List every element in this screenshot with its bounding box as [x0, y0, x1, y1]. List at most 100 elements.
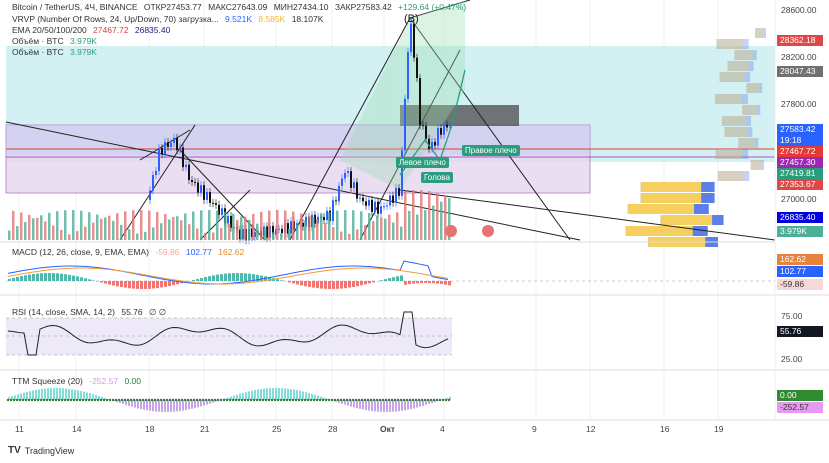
tradingview-footer[interactable]: TV TradingView: [8, 445, 74, 456]
vrvp-legend[interactable]: VRVP (Number Of Rows, 24, Up/Down, 70) з…: [12, 14, 323, 24]
candle-body: [218, 204, 220, 215]
volume-legend[interactable]: Объём · BTC 3.979K: [12, 36, 97, 46]
volume-bar: [164, 214, 167, 240]
macd-histogram-bar: [132, 281, 135, 289]
volume-bar: [44, 221, 47, 240]
price-tag: 27353.67: [777, 179, 823, 190]
macd-histogram-bar: [372, 281, 375, 283]
macd-histogram-bar: [160, 281, 163, 288]
ttm-histogram-bar: [353, 400, 355, 408]
ttm-histogram-bar: [368, 400, 370, 411]
rsi-pane: [7, 311, 449, 356]
candle-body: [431, 141, 433, 149]
volume-profile-up: [738, 138, 759, 148]
pattern-area: [340, 0, 465, 190]
volume-bar: [80, 210, 83, 240]
symbol-legend[interactable]: Bitcoin / TetherUS, 4Ч, BINANCE ОТКР2745…: [12, 2, 466, 12]
candle-body: [353, 182, 355, 188]
flag-icon[interactable]: [445, 225, 457, 237]
volume-bar: [428, 191, 431, 240]
candle-body: [356, 182, 358, 199]
ttm-histogram-bar: [323, 397, 325, 400]
ttm-histogram-bar: [185, 400, 187, 411]
volume-profile-down: [627, 204, 695, 214]
ttm-squeeze-dot: [408, 398, 412, 402]
macd-histogram-bar: [64, 274, 67, 281]
macd-histogram-bar: [68, 274, 71, 281]
macd-histogram-bar: [328, 281, 331, 289]
ema-legend[interactable]: EMA 20/50/100/200 27467.72 26835.40: [12, 25, 170, 35]
ttm-pane: [6, 388, 451, 412]
ttm-squeeze-dot: [102, 398, 106, 402]
signal-line: [7, 267, 449, 285]
volume-bar: [16, 226, 19, 240]
ttm-histogram-bar: [317, 395, 319, 400]
ttm-histogram-bar: [143, 400, 145, 410]
macd-histogram-bar: [300, 281, 303, 286]
ttm-histogram-bar: [116, 400, 118, 403]
macd-histogram-bar: [164, 281, 167, 287]
ttm-histogram-bar: [89, 393, 91, 400]
ttm-histogram-bar: [146, 400, 148, 411]
ttm-histogram-bar: [227, 397, 229, 400]
price-tag: 27419.81: [777, 168, 823, 179]
ttm-squeeze-dot: [318, 398, 322, 402]
price-label: 27800.00: [781, 99, 817, 109]
ttm-squeeze-dot: [309, 398, 313, 402]
volume-bar: [112, 220, 115, 240]
ttm-histogram-bar: [344, 400, 346, 405]
macd-histogram-bar: [324, 281, 327, 289]
ttm-histogram-bar: [386, 400, 388, 412]
ttm-histogram-bar: [266, 388, 268, 400]
volume-profile-down: [750, 160, 762, 170]
macd-legend[interactable]: MACD (12, 26, close, 9, EMA, EMA) -59.86…: [12, 247, 244, 257]
macd-histogram-bar: [340, 281, 343, 289]
macd-histogram-bar: [348, 281, 351, 288]
symbol-title: Bitcoin / TetherUS, 4Ч, BINANCE: [12, 2, 138, 12]
volume-bar: [92, 222, 95, 240]
volume-profile-down: [738, 138, 755, 148]
macd-pane: [7, 260, 451, 289]
volume-bar: [296, 224, 299, 240]
ttm-histogram-bar: [314, 394, 316, 400]
ttm-squeeze-dot: [441, 398, 445, 402]
trend-lines[interactable]: [5, 0, 776, 241]
volume-bar: [160, 223, 163, 240]
ttm-squeeze-dot: [363, 398, 367, 402]
ttm-squeeze-dot: [390, 398, 394, 402]
ttm-histogram-bar: [179, 400, 181, 412]
ttm-histogram-bar: [83, 391, 85, 400]
ttm-histogram-bar: [203, 400, 205, 406]
volume-value: 3.979K: [70, 47, 97, 57]
macd-histogram-bar: [36, 273, 39, 281]
ttm-histogram-bar: [446, 397, 448, 400]
vrvp-down: 8.585K: [258, 14, 286, 24]
ttm-squeeze-dot: [183, 398, 187, 402]
macd-histogram-bar: [108, 281, 111, 285]
ttm-squeeze-dot: [432, 398, 436, 402]
chart-canvas[interactable]: [0, 0, 829, 440]
ttm-legend[interactable]: TTM Squeeze (20) -252.57 0.00: [12, 376, 141, 386]
ttm-squeeze-dot: [339, 398, 343, 402]
candle-body: [386, 205, 388, 207]
ttm-squeeze-dot: [36, 398, 40, 402]
ttm-squeeze-dot: [132, 398, 136, 402]
ttm-histogram-bar: [362, 400, 364, 410]
ttm-zero: 0.00: [124, 376, 142, 386]
volume-legend-2[interactable]: Объём · BTC 3.979K: [12, 47, 97, 57]
rsi-legend[interactable]: RSI (14, close, SMA, 14, 2) 55.76 ∅ ∅: [12, 307, 166, 318]
ttm-histogram-bar: [242, 392, 244, 400]
ttm-histogram-bar: [173, 400, 175, 412]
macd-histogram-bar: [104, 281, 107, 284]
ttm-histogram-bar: [377, 400, 379, 412]
macd-histogram-bar: [196, 279, 199, 281]
macd-histogram-bar: [368, 281, 371, 284]
volume-bar: [344, 210, 347, 240]
flag-icon[interactable]: [482, 225, 494, 237]
candle-body: [335, 200, 337, 202]
macd-histogram-bar: [236, 273, 239, 281]
macd-histogram-bar: [276, 279, 279, 281]
ttm-squeeze-dot: [123, 398, 127, 402]
ttm-squeeze-dot: [162, 398, 166, 402]
volume-bar: [88, 212, 91, 240]
